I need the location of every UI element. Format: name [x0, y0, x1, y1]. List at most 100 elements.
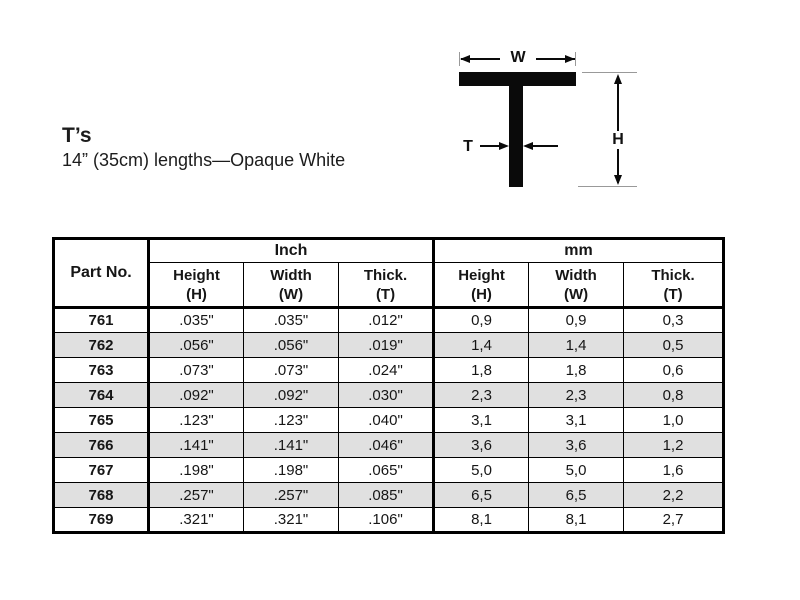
- height-extension-line-top: [582, 72, 637, 73]
- parts-table: Part No. Inch mm Height (H) Width (W) Thic…: [52, 237, 726, 534]
- inch-thick-cell: .085": [337, 482, 435, 508]
- inch-height-cell: .092": [147, 382, 244, 408]
- inch-height-cell: .073": [147, 357, 244, 383]
- mm-width-cell: 2,3: [528, 382, 625, 408]
- unit-group-row: Part No. Inch mm: [53, 238, 725, 309]
- part-no-cell: 768: [53, 482, 149, 508]
- inch-height-cell: .056": [147, 332, 244, 358]
- part-no-cell: 765: [53, 407, 149, 433]
- thickness-leader-line-right: [532, 145, 558, 147]
- inch-height-cell: .035": [147, 307, 244, 333]
- table-body: 761 .035" .035" .012" 0,9 0,9 0,3 762 .0…: [53, 307, 725, 533]
- inch-width-cell: .123": [243, 407, 339, 433]
- header-line2: (H): [186, 285, 207, 303]
- inch-height-cell: .257": [147, 482, 244, 508]
- inch-thick-cell: .106": [337, 507, 435, 533]
- arrowhead-up-icon: [614, 74, 622, 84]
- mm-height-cell: 8,1: [432, 507, 530, 533]
- height-extension-line-bottom: [578, 186, 637, 187]
- mm-width-cell: 6,5: [528, 482, 625, 508]
- table-row: 762 .056" .056" .019" 1,4 1,4 0,5: [53, 332, 725, 358]
- thickness-dimension-label: T: [458, 138, 478, 156]
- mm-width-cell: 3,1: [528, 407, 625, 433]
- mm-thick-cell: 0,5: [623, 332, 725, 358]
- header-line1: Height: [173, 266, 220, 284]
- table-row: 763 .073" .073" .024" 1,8 1,8 0,6: [53, 357, 725, 383]
- inch-width-cell: .198": [243, 457, 339, 483]
- mm-height-cell: 1,8: [432, 357, 530, 383]
- mm-height-header: Height (H): [432, 262, 530, 309]
- inch-height-header: Height (H): [147, 262, 244, 309]
- part-no-cell: 767: [53, 457, 149, 483]
- inch-width-cell: .092": [243, 382, 339, 408]
- mm-thick-cell: 0,6: [623, 357, 725, 383]
- mm-thick-cell: 1,2: [623, 432, 725, 458]
- mm-width-header: Width (W): [528, 262, 625, 309]
- inch-height-cell: .141": [147, 432, 244, 458]
- header-line2: (T): [375, 285, 396, 303]
- header-line1: Width: [270, 266, 312, 284]
- page-title: T’s: [62, 124, 92, 147]
- header-line2: (W): [278, 285, 304, 303]
- mm-thick-cell: 0,3: [623, 307, 725, 333]
- mm-width-cell: 1,8: [528, 357, 625, 383]
- part-no-cell: 761: [53, 307, 149, 333]
- mm-height-cell: 3,1: [432, 407, 530, 433]
- mm-width-cell: 3,6: [528, 432, 625, 458]
- inch-thick-cell: .019": [337, 332, 435, 358]
- inch-thick-cell: .030": [337, 382, 435, 408]
- inch-thick-cell: .046": [337, 432, 435, 458]
- table-row: 766 .141" .141" .046" 3,6 3,6 1,2: [53, 432, 725, 458]
- inch-height-cell: .198": [147, 457, 244, 483]
- header-line2: (W): [563, 285, 589, 303]
- t-profile-diagram: W T H: [450, 45, 640, 195]
- inch-thick-header: Thick. (T): [337, 262, 435, 309]
- table-row: 769 .321" .321" .106" 8,1 8,1 2,7: [53, 507, 725, 533]
- inch-height-cell: .321": [147, 507, 244, 533]
- arrowhead-left-icon: [460, 55, 470, 63]
- inch-thick-cell: .065": [337, 457, 435, 483]
- table-row: 765 .123" .123" .040" 3,1 3,1 1,0: [53, 407, 725, 433]
- mm-thick-cell: 1,6: [623, 457, 725, 483]
- inch-thick-cell: .040": [337, 407, 435, 433]
- width-dimension-label: W: [500, 49, 536, 67]
- mm-group-header: mm: [432, 238, 725, 263]
- inch-height-cell: .123": [147, 407, 244, 433]
- mm-height-cell: 6,5: [432, 482, 530, 508]
- mm-width-cell: 8,1: [528, 507, 625, 533]
- arrowhead-left-icon: [523, 142, 533, 150]
- mm-height-cell: 2,3: [432, 382, 530, 408]
- width-extension-tick-left: [459, 52, 460, 66]
- inch-width-cell: .035": [243, 307, 339, 333]
- t-stem-shape: [509, 86, 523, 187]
- subheader-row: Height (H) Width (W) Thick. (T) Height (H) W…: [54, 262, 725, 309]
- thickness-leader-line-left: [480, 145, 501, 147]
- part-no-cell: 763: [53, 357, 149, 383]
- header-line1: Thick.: [651, 266, 695, 284]
- height-dimension-label: H: [607, 131, 629, 149]
- mm-width-cell: 1,4: [528, 332, 625, 358]
- inch-thick-cell: .024": [337, 357, 435, 383]
- t-flange-shape: [459, 72, 576, 86]
- table-header: Part No. Inch mm Height (H) Width (W) Thic…: [53, 238, 725, 309]
- table-row: 761 .035" .035" .012" 0,9 0,9 0,3: [53, 307, 725, 333]
- mm-height-cell: 5,0: [432, 457, 530, 483]
- arrowhead-down-icon: [614, 175, 622, 185]
- mm-thick-header: Thick. (T): [623, 262, 725, 309]
- mm-thick-cell: 1,0: [623, 407, 725, 433]
- header-line2: (T): [663, 285, 683, 303]
- mm-thick-cell: 0,8: [623, 382, 725, 408]
- inch-width-cell: .257": [243, 482, 339, 508]
- mm-height-cell: 1,4: [432, 332, 530, 358]
- inch-width-header: Width (W): [243, 262, 339, 309]
- table-row: 767 .198" .198" .065" 5,0 5,0 1,6: [53, 457, 725, 483]
- part-no-cell: 766: [53, 432, 149, 458]
- inch-width-cell: .141": [243, 432, 339, 458]
- header-line1: Thick.: [363, 266, 408, 284]
- width-extension-tick-right: [575, 52, 576, 66]
- part-no-cell: 769: [53, 507, 149, 533]
- mm-width-cell: 0,9: [528, 307, 625, 333]
- page-subtitle: 14” (35cm) lengths—Opaque White: [62, 150, 346, 170]
- header-line1: Width: [555, 266, 597, 284]
